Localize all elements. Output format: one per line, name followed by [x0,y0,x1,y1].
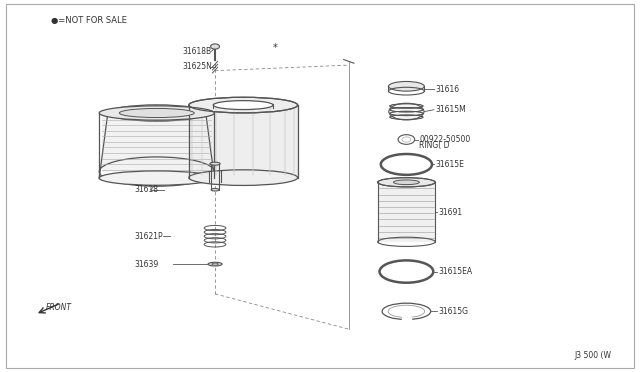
Ellipse shape [378,178,435,187]
Ellipse shape [99,106,214,120]
Text: 31615EA: 31615EA [438,267,472,276]
Ellipse shape [99,171,214,185]
Circle shape [211,44,220,49]
Ellipse shape [210,162,220,165]
Ellipse shape [388,103,424,120]
Text: 31625N: 31625N [182,62,212,71]
Ellipse shape [212,263,218,265]
FancyBboxPatch shape [189,105,298,178]
Ellipse shape [189,170,298,186]
Text: 31639: 31639 [134,260,159,269]
Text: J3 500 (W: J3 500 (W [574,351,611,360]
Text: RING( D: RING( D [419,141,450,150]
Text: 31618B: 31618B [182,47,212,56]
FancyBboxPatch shape [102,113,211,171]
FancyBboxPatch shape [378,182,435,242]
Text: 31616: 31616 [435,85,460,94]
Text: 31691: 31691 [438,208,463,217]
Text: 31615M: 31615M [435,105,466,114]
Ellipse shape [213,101,273,109]
Text: FRONT: FRONT [46,303,72,312]
Text: 31618: 31618 [134,185,159,194]
Ellipse shape [394,180,419,185]
Text: *: * [273,44,278,53]
Text: 31634: 31634 [144,108,168,117]
Ellipse shape [189,97,298,113]
Text: 00922-50500: 00922-50500 [419,135,470,144]
Text: 31615G: 31615G [438,307,468,316]
Ellipse shape [120,108,195,118]
Text: 31621P: 31621P [134,232,163,241]
Text: ●=NOT FOR SALE: ●=NOT FOR SALE [51,16,127,25]
Ellipse shape [208,262,222,266]
Ellipse shape [211,189,219,191]
Text: 31615E: 31615E [435,160,464,169]
Ellipse shape [388,81,424,91]
